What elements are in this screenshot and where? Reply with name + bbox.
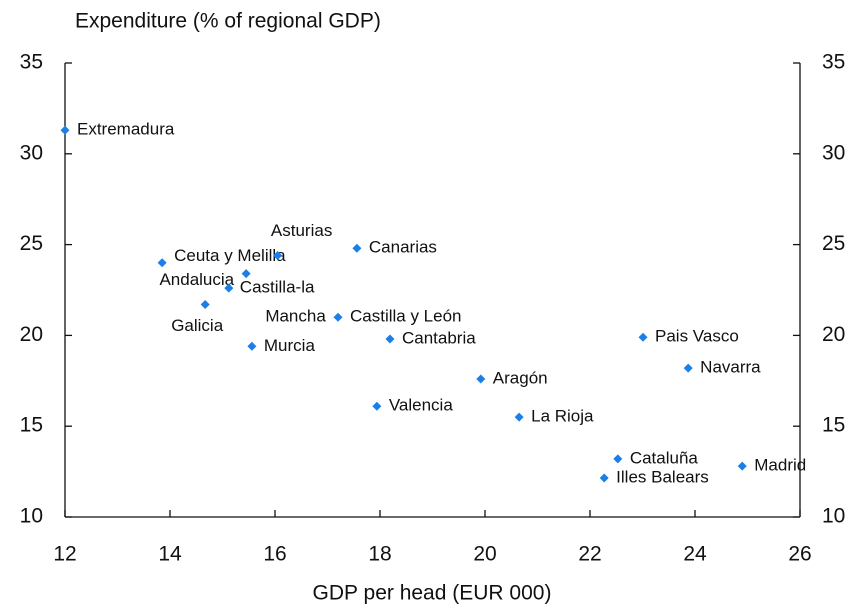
point: [638, 332, 648, 342]
point: [352, 243, 362, 253]
y-tick-label: 35: [20, 51, 43, 74]
point-label: Murcia: [264, 336, 316, 355]
x-tick-label: 12: [53, 543, 76, 566]
x-tick-label: 24: [683, 543, 707, 566]
x-tick-label: 20: [473, 543, 496, 566]
point-label: Cantabria: [402, 329, 476, 348]
point: [60, 125, 70, 135]
y-tick-label: 15: [20, 414, 43, 437]
x-tick-label: 18: [368, 543, 391, 566]
point: [157, 258, 167, 268]
point: [613, 454, 623, 464]
point-label: Mancha: [265, 307, 326, 326]
y2-tick-label: 35: [822, 51, 845, 74]
point: [683, 363, 693, 373]
point-label: Madrid: [754, 456, 806, 475]
point-label: Valencia: [389, 396, 453, 415]
point-label: Ceuta y Melilla: [174, 246, 286, 265]
point-label: Castilla-la: [240, 278, 315, 297]
point: [372, 401, 382, 411]
point: [333, 312, 343, 322]
point-label: Canarias: [369, 238, 437, 257]
y-tick-label: 20: [20, 323, 43, 346]
point: [273, 250, 283, 260]
chart-title: Expenditure (% of regional GDP): [75, 10, 381, 33]
x-tick-label: 22: [578, 543, 601, 566]
point: [200, 300, 210, 310]
point-label: Navarra: [700, 358, 761, 377]
y2-tick-label: 25: [822, 232, 845, 255]
point-label: Aragón: [493, 368, 548, 387]
point: [247, 341, 257, 351]
x-axis-label: GDP per head (EUR 000): [313, 582, 552, 605]
point-label: Cataluña: [630, 448, 699, 467]
y-tick-label: 10: [20, 505, 43, 528]
point-label: Castilla y León: [350, 307, 462, 326]
point-label: Pais Vasco: [655, 327, 739, 346]
point-label: La Rioja: [531, 407, 594, 426]
x-tick-label: 16: [263, 543, 286, 566]
point: [224, 283, 234, 293]
point: [599, 473, 609, 483]
point: [476, 374, 486, 384]
point-label: Extremadura: [77, 120, 175, 139]
point: [514, 412, 524, 422]
y2-tick-label: 10: [822, 505, 845, 528]
y2-tick-label: 15: [822, 414, 845, 437]
y2-tick-label: 30: [822, 141, 845, 164]
y2-tick-label: 20: [822, 323, 845, 346]
point-label: Asturias: [271, 221, 332, 240]
point-label: Illes Balears: [616, 467, 709, 486]
point-label: Galicia: [171, 316, 224, 335]
point: [737, 461, 747, 471]
x-tick-label: 14: [158, 543, 182, 566]
x-tick-label: 26: [788, 543, 811, 566]
y-tick-label: 25: [20, 232, 43, 255]
point: [241, 269, 251, 279]
point-label: Andalucia: [159, 270, 234, 289]
point: [385, 334, 395, 344]
y-tick-label: 30: [20, 141, 43, 164]
